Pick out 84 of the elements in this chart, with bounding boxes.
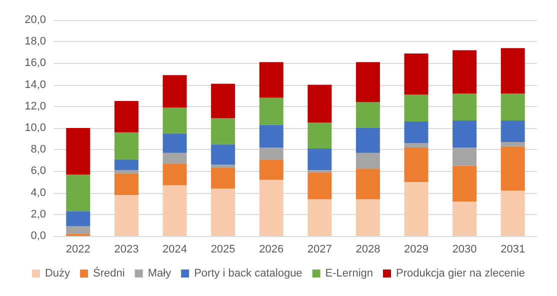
bar [404, 182, 428, 236]
bar [404, 147, 428, 182]
legend-label: Porty i back catalogue [194, 268, 302, 280]
x-tick-label: 2030 [452, 244, 477, 256]
bar [500, 120, 525, 142]
bar [211, 168, 236, 188]
y-tick-label: 16,0 [24, 57, 46, 70]
bar [259, 62, 284, 98]
bar [211, 164, 236, 168]
bar [452, 120, 477, 148]
bar [114, 170, 138, 174]
bar [404, 143, 428, 148]
bar [404, 94, 428, 122]
bar [452, 201, 477, 236]
bar [356, 102, 380, 128]
bar [259, 180, 284, 236]
y-tick-label: 4,0 [30, 186, 46, 199]
bar [259, 98, 284, 125]
bar [211, 144, 236, 165]
bar [452, 50, 477, 94]
x-tick-label: 2023 [114, 244, 139, 256]
bar [500, 190, 525, 236]
x-tick-label: 2022 [66, 244, 90, 256]
x-tick-label: 2028 [356, 244, 380, 256]
x-tick-label: 2031 [500, 244, 526, 256]
bar [500, 142, 525, 146]
y-tick-label: 8,0 [30, 144, 46, 156]
x-tick-label: 2029 [404, 244, 428, 256]
bar [66, 226, 90, 234]
bar [162, 107, 187, 134]
bar [114, 159, 138, 170]
bar [404, 53, 428, 95]
bar [162, 164, 187, 186]
legend-label: Produkcja gier na zlecenie [396, 268, 526, 280]
bar [356, 199, 380, 236]
bar [500, 146, 525, 191]
bar [114, 101, 138, 132]
bar [114, 132, 138, 160]
bar [114, 194, 138, 236]
legend-label: Mały [148, 268, 172, 280]
y-tick-label: 2,0 [30, 208, 46, 220]
x-tick-label: 2024 [162, 244, 187, 256]
bar [162, 75, 187, 108]
y-tick-label: 20,0 [24, 14, 46, 26]
bar [356, 169, 380, 200]
bar [308, 148, 332, 170]
bar [211, 188, 236, 236]
bar [356, 62, 380, 102]
y-tick-label: 14,0 [24, 78, 46, 91]
bar [66, 174, 90, 212]
bar [308, 122, 332, 149]
bar [259, 147, 284, 160]
bar [162, 152, 187, 164]
bar [308, 199, 332, 236]
x-tick-label: 2027 [307, 244, 332, 256]
bar [356, 152, 380, 170]
bar [162, 185, 187, 236]
bar [308, 84, 332, 123]
legend-label: Duży [44, 268, 71, 280]
bar [452, 93, 477, 120]
legend-label: E-Lernign [325, 268, 373, 280]
bar [114, 173, 138, 195]
x-tick-label: 2026 [259, 244, 284, 256]
bar [211, 118, 236, 144]
bar [500, 93, 525, 120]
y-tick-label: 10,0 [24, 122, 46, 134]
y-tick-label: 18,0 [24, 36, 46, 48]
y-tick-label: 12,0 [24, 100, 46, 112]
bar [66, 128, 90, 174]
x-tick-label: 2025 [210, 244, 236, 256]
bar [308, 172, 332, 200]
bar [452, 166, 477, 202]
bar [259, 124, 284, 148]
bar [404, 122, 428, 144]
bar [162, 133, 187, 153]
bar [356, 128, 380, 153]
y-tick-label: 6,0 [30, 165, 46, 178]
bar [259, 159, 284, 180]
bar [66, 211, 90, 226]
y-tick-label: 0,0 [30, 230, 46, 242]
bar [211, 84, 236, 118]
bar [452, 147, 477, 166]
legend-label: Średni [93, 266, 125, 280]
bar [500, 48, 525, 94]
